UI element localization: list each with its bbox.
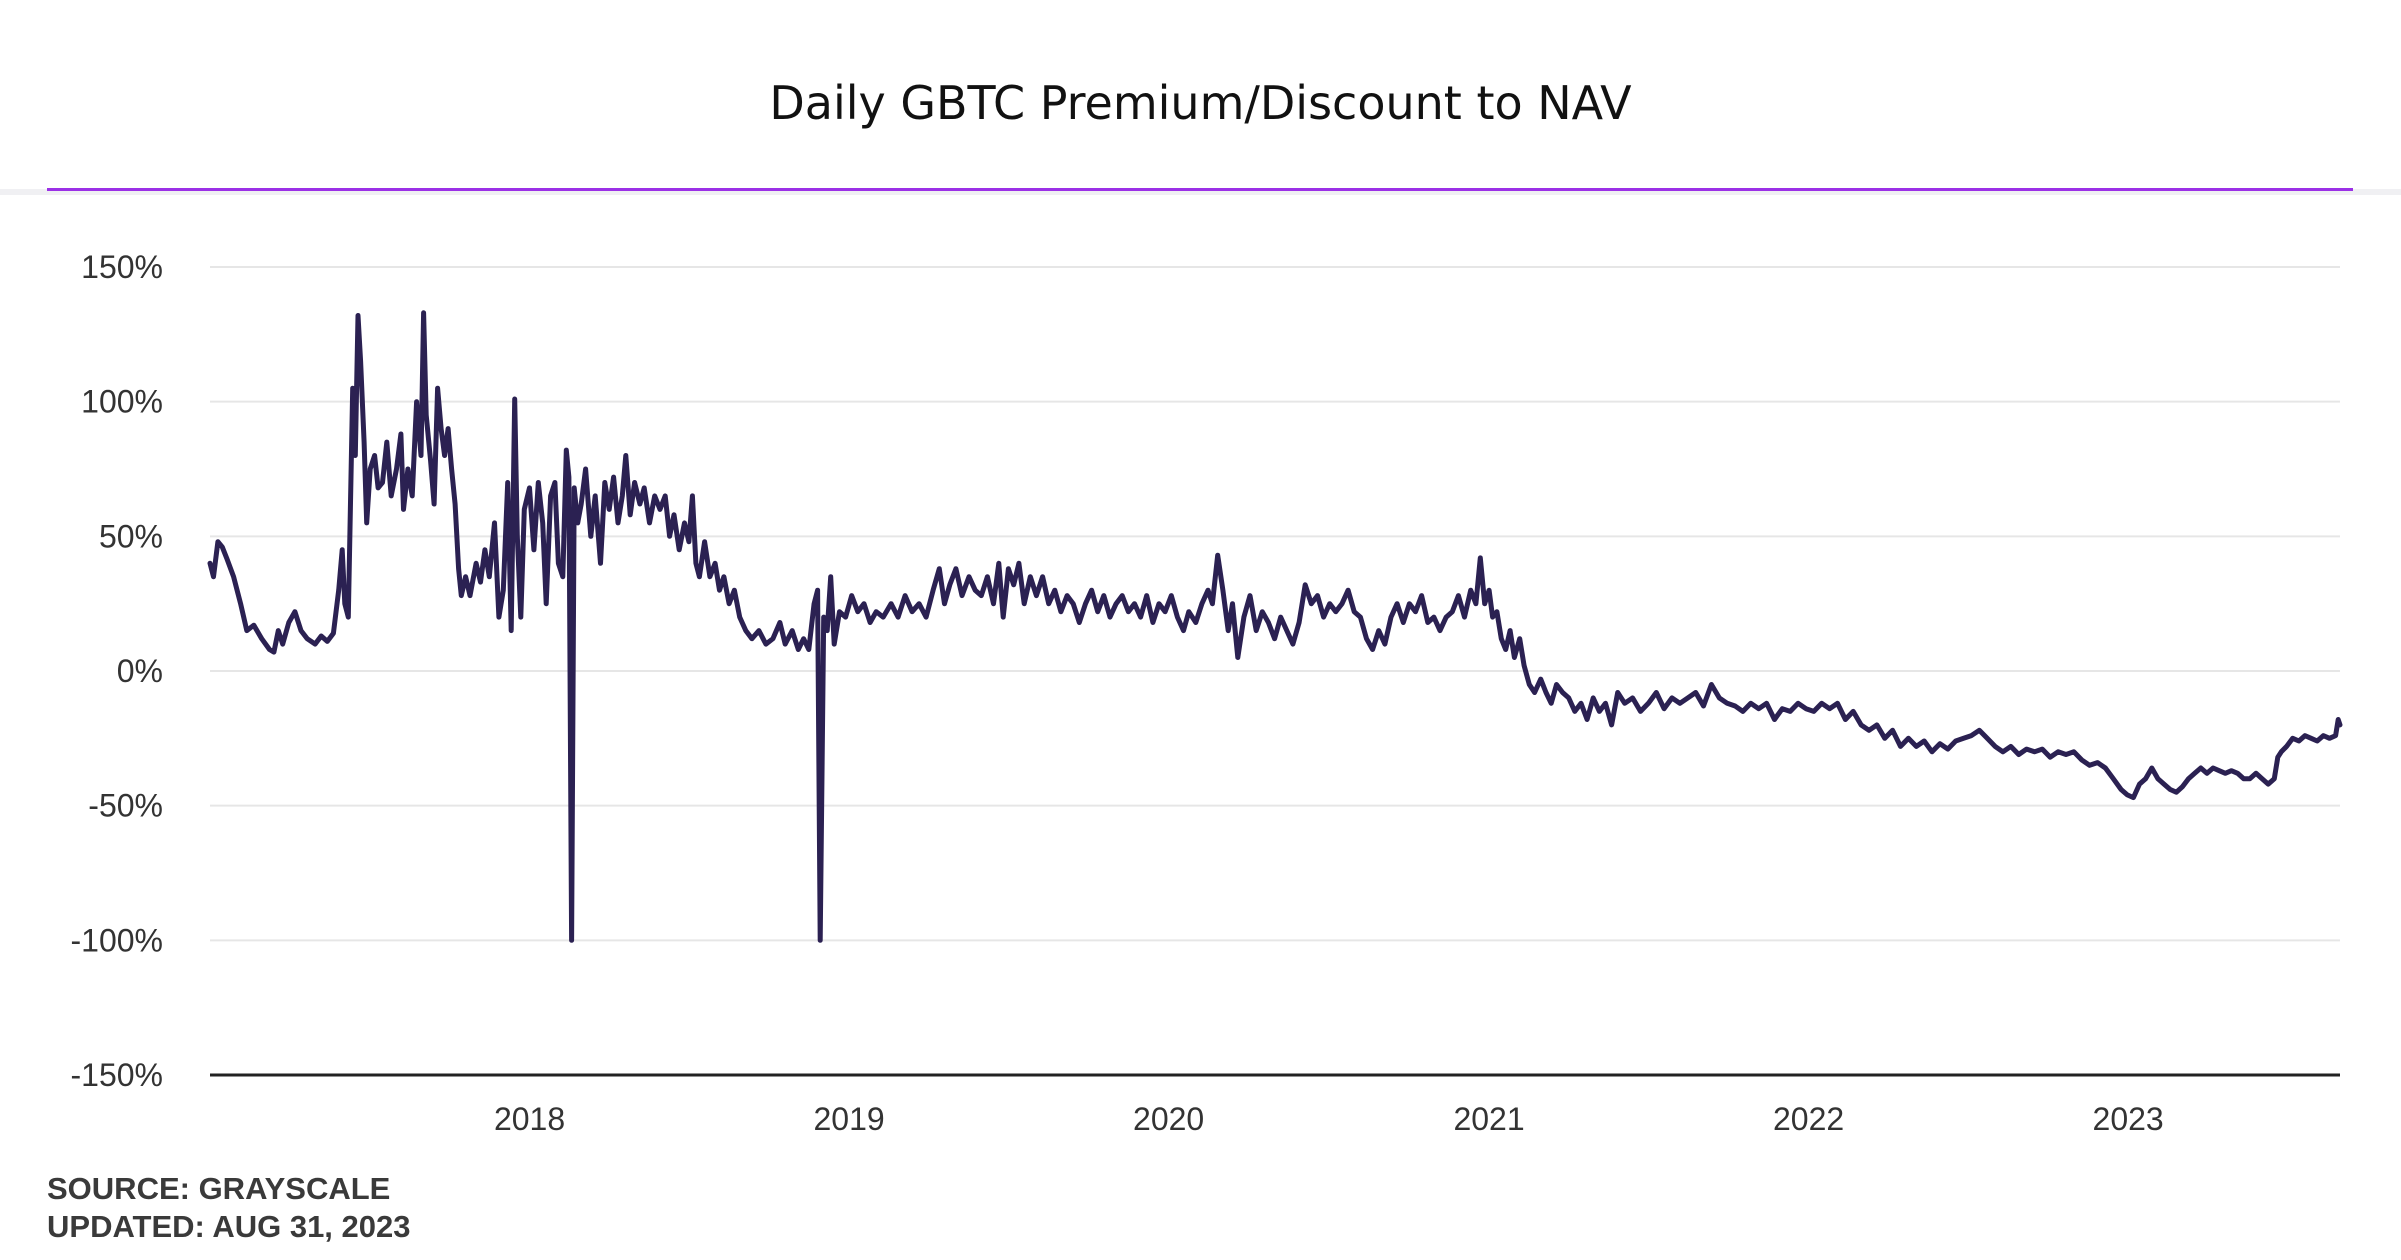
series — [207, 310, 2343, 943]
x-tick-label: 2022 — [1773, 1101, 1844, 1137]
y-tick-label: 150% — [81, 249, 163, 285]
title-divider — [47, 188, 2353, 191]
x-tick-label: 2018 — [494, 1101, 565, 1137]
y-tick-label: -100% — [71, 922, 164, 958]
y-tick-label: 100% — [81, 384, 163, 420]
source-line: SOURCE: GRAYSCALE — [47, 1171, 391, 1206]
y-tick-label: -50% — [88, 788, 163, 824]
y-tick-label: 0% — [117, 653, 163, 689]
gridlines — [210, 266, 2340, 942]
x-tick-label: 2019 — [813, 1101, 884, 1137]
y-axis-ticks: 150% 100% 50% 0% -50% -100% -150% — [71, 249, 164, 1093]
title-divider-shadow — [0, 189, 2401, 195]
chart-title: Daily GBTC Premium/Discount to NAV — [769, 76, 1632, 130]
source-note: SOURCE: GRAYSCALE UPDATED: AUG 31, 2023 — [47, 1170, 411, 1246]
y-tick-label: -150% — [71, 1057, 164, 1093]
x-axis-ticks: 2018 2019 2020 2021 2022 2023 — [494, 1101, 2164, 1137]
x-tick-label: 2021 — [1453, 1101, 1524, 1137]
x-tick-label: 2020 — [1133, 1101, 1204, 1137]
x-tick-label: 2023 — [2093, 1101, 2164, 1137]
premium-discount-line — [207, 310, 2343, 943]
updated-line: UPDATED: AUG 31, 2023 — [47, 1209, 411, 1244]
y-tick-label: 50% — [99, 518, 163, 554]
